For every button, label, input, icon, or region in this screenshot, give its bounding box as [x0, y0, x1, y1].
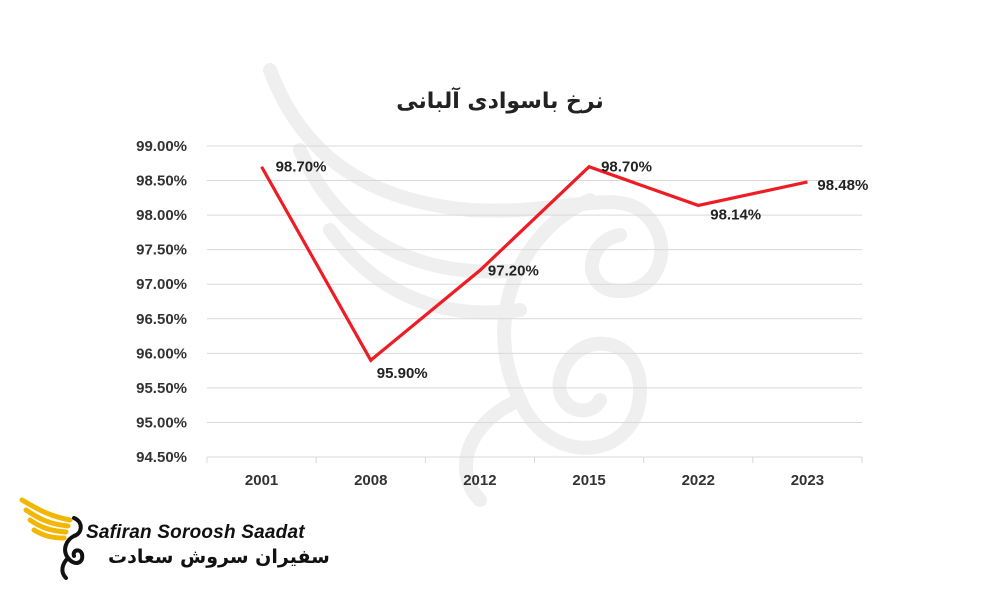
y-tick-label: 95.00%: [136, 414, 187, 431]
swan-logo-icon: [19, 497, 85, 580]
y-tick-label: 96.50%: [136, 311, 187, 328]
data-label: 98.70%: [601, 159, 652, 176]
data-label: 97.20%: [488, 262, 539, 279]
data-label: 98.48%: [817, 177, 868, 194]
x-tick-label: 2008: [354, 472, 387, 489]
y-tick-label: 98.50%: [136, 173, 187, 190]
data-label: 95.90%: [377, 365, 428, 382]
data-label: 98.70%: [276, 159, 327, 176]
data-label: 98.14%: [710, 206, 761, 223]
x-tick-label: 2022: [682, 472, 715, 489]
y-tick-label: 96.00%: [136, 345, 187, 362]
x-axis: 2001 2008 2012 2015 2022 2023: [206, 457, 863, 489]
x-tick-label: 2001: [245, 472, 278, 489]
series-line: [260, 164, 808, 363]
x-tick-label: 2015: [572, 472, 605, 489]
y-tick-label: 98.00%: [136, 207, 187, 224]
series-layer: [260, 164, 808, 363]
y-tick-label: 95.50%: [136, 380, 187, 397]
x-tick-label: 2023: [791, 472, 824, 489]
y-tick-label: 94.50%: [136, 449, 187, 466]
y-tick-label: 97.00%: [136, 276, 187, 293]
chart-title: نرخ باسوادی آلبانی: [396, 86, 604, 114]
logo-text-fa: سفیران سروش سعادت: [108, 546, 330, 568]
data-labels: 98.70% 95.90% 97.20% 98.70% 98.14% 98.48%: [276, 159, 869, 383]
y-tick-label: 99.00%: [136, 138, 187, 155]
logo: Safiran Soroosh Saadat سفیران سروش سعادت: [18, 494, 330, 584]
y-tick-label: 97.50%: [136, 242, 187, 259]
x-tick-label: 2012: [463, 472, 496, 489]
logo-text-en: Safiran Soroosh Saadat: [86, 522, 305, 543]
y-axis: 99.00% 98.50% 98.00% 97.50% 97.00% 96.50% 96.0…: [136, 138, 187, 466]
